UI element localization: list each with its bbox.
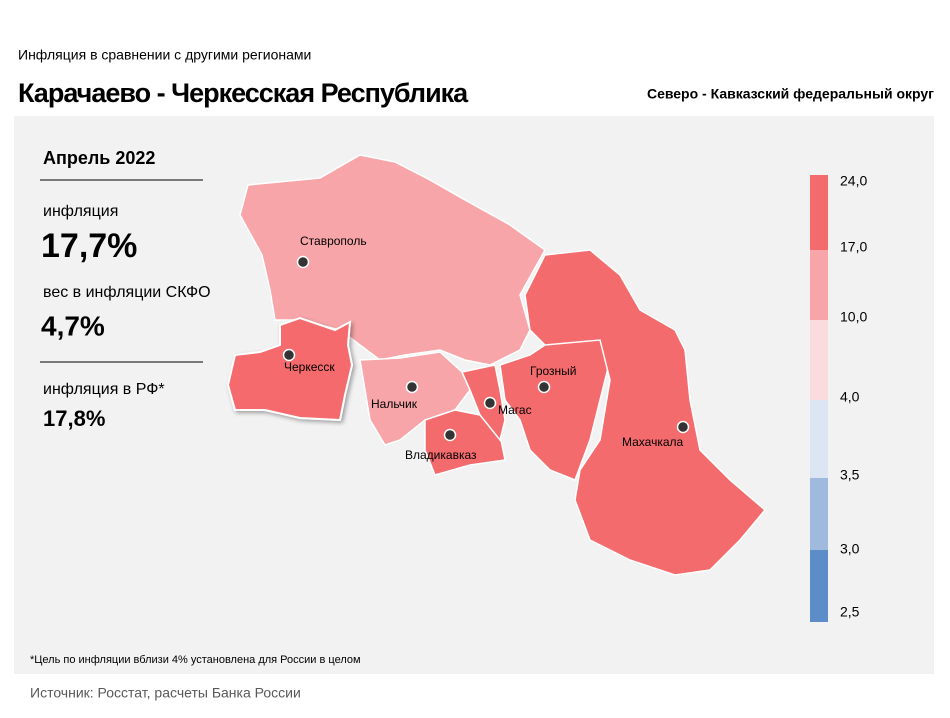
legend-tick: 2,5 [840,604,860,620]
subtitle: Инфляция в сравнении с другими регионами [18,47,311,63]
city-label: Грозный [530,364,577,378]
city-dot [296,255,310,269]
city-dot [282,348,296,362]
city-dot [676,420,690,434]
inflation-value: 17,7% [41,227,137,265]
region [239,154,546,366]
city-dot [483,396,497,410]
legend-swatch [810,550,828,622]
city-label: Владикавказ [405,448,477,462]
city-label: Ставрополь [300,234,367,248]
footnote: *Цель по инфляции вблизи 4% установлена … [30,654,361,666]
city-label: Черкесск [284,360,335,374]
legend-tick: 3,5 [840,467,860,483]
title: Карачаево - Черкесская Республика [18,78,469,108]
legend-tick: 17,0 [840,239,867,255]
city-dot [443,428,457,442]
region-selected [226,316,354,422]
legend-swatch [810,478,828,550]
weight-label: вес в инфляции СКФО [43,284,211,301]
map [226,154,767,576]
legend-swatch [810,250,828,320]
legend-tick: 10,0 [840,309,867,325]
legend-tick: 4,0 [840,389,860,405]
region [424,409,506,476]
region [524,249,767,576]
period: Апрель 2022 [43,148,155,168]
legend-swatch [810,175,828,250]
city-label: Нальчик [371,397,418,411]
city-dot [537,380,551,394]
rf-value: 17,8% [43,406,105,431]
source: Источник: Росстат, расчеты Банка России [30,685,301,701]
legend-tick: 3,0 [840,541,860,557]
inflation-label: инфляция [43,203,118,220]
city-label: Махачкала [622,435,684,449]
legend-swatch [810,400,828,478]
weight-value: 4,7% [41,310,105,341]
legend-tick: 24,0 [840,173,867,189]
city-dot [405,380,419,394]
legend-swatch [810,320,828,400]
city-label: Магас [498,403,532,417]
region [460,364,506,442]
district: Северо - Кавказский федеральный округ [647,86,934,102]
rf-label: инфляция в РФ* [43,381,165,398]
